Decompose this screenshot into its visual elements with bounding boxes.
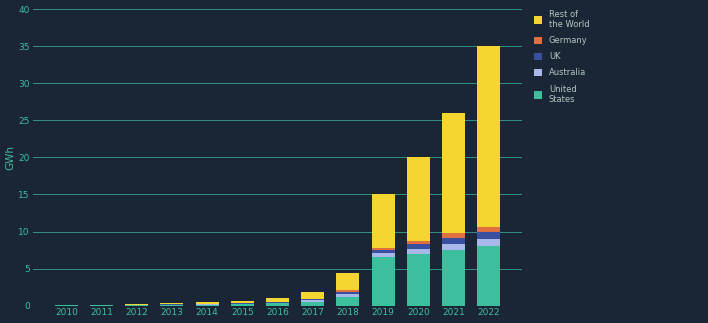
Bar: [372, 253, 394, 257]
Bar: [231, 301, 253, 303]
Bar: [372, 248, 394, 250]
Bar: [407, 241, 430, 244]
Bar: [442, 244, 465, 250]
Bar: [266, 302, 289, 303]
Bar: [442, 250, 465, 306]
Bar: [336, 297, 360, 306]
Bar: [231, 303, 253, 304]
Bar: [407, 249, 430, 254]
Bar: [372, 194, 394, 248]
Bar: [477, 46, 500, 227]
Bar: [55, 305, 78, 306]
Bar: [336, 290, 360, 292]
Bar: [231, 304, 253, 306]
Bar: [407, 157, 430, 241]
Bar: [372, 250, 394, 253]
Bar: [442, 234, 465, 238]
Bar: [336, 273, 360, 290]
Y-axis label: GWh: GWh: [6, 145, 16, 170]
Bar: [125, 304, 148, 305]
Bar: [125, 305, 148, 306]
Bar: [442, 238, 465, 244]
Bar: [90, 305, 113, 306]
Bar: [195, 302, 219, 304]
Bar: [302, 300, 324, 302]
Bar: [266, 297, 289, 302]
Bar: [302, 299, 324, 300]
Bar: [195, 304, 219, 305]
Bar: [266, 303, 289, 306]
Bar: [336, 294, 360, 297]
Bar: [336, 292, 360, 294]
Bar: [442, 113, 465, 234]
Bar: [407, 254, 430, 306]
Bar: [195, 305, 219, 306]
Bar: [161, 305, 183, 306]
Bar: [477, 227, 500, 232]
Bar: [477, 246, 500, 306]
Bar: [161, 303, 183, 304]
Bar: [477, 232, 500, 239]
Bar: [407, 244, 430, 249]
Bar: [302, 292, 324, 299]
Bar: [477, 239, 500, 246]
Bar: [372, 257, 394, 306]
Bar: [302, 302, 324, 306]
Legend: Rest of
the World, Germany, UK, Australia, United
States: Rest of the World, Germany, UK, Australi…: [532, 7, 592, 106]
